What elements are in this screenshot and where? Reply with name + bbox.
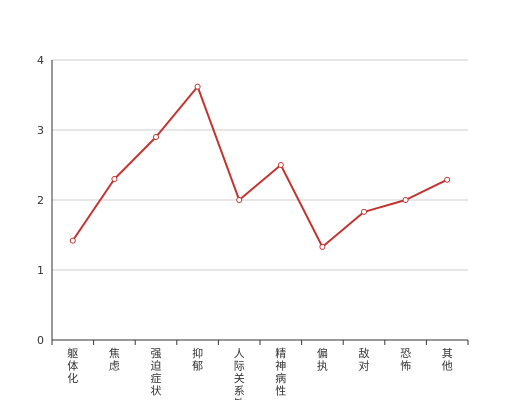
data-point — [153, 134, 159, 140]
data-point — [194, 83, 201, 90]
series-line — [71, 85, 448, 248]
x-tick-label: 精神病性 — [275, 347, 286, 398]
x-tick-label: 强迫症状 — [151, 347, 162, 398]
x-tick-label: 敌对 — [359, 346, 370, 373]
data-point — [236, 197, 243, 203]
data-point — [111, 176, 118, 182]
x-tick-label: 偏执 — [317, 346, 328, 373]
y-tick-label: 3 — [37, 124, 44, 137]
x-tick-label: 焦虑 — [109, 347, 120, 373]
data-point — [319, 243, 326, 250]
x-tick-label: 抑郁 — [192, 346, 203, 373]
y-tick-label: 1 — [37, 264, 44, 277]
data-point — [69, 237, 76, 244]
x-tick-label: 人际关系敏感 — [234, 347, 245, 400]
x-tick-label: 恐怖 — [400, 347, 411, 373]
data-point — [277, 162, 284, 168]
x-tick-label: 其他 — [442, 347, 453, 373]
data-point — [361, 208, 367, 215]
y-tick-label: 2 — [37, 194, 44, 207]
y-tick-label: 0 — [37, 334, 44, 347]
x-tick-label: 躯体化 — [67, 347, 78, 385]
data-point — [444, 176, 451, 183]
data-point — [402, 197, 409, 203]
y-tick-label: 4 — [37, 54, 44, 67]
